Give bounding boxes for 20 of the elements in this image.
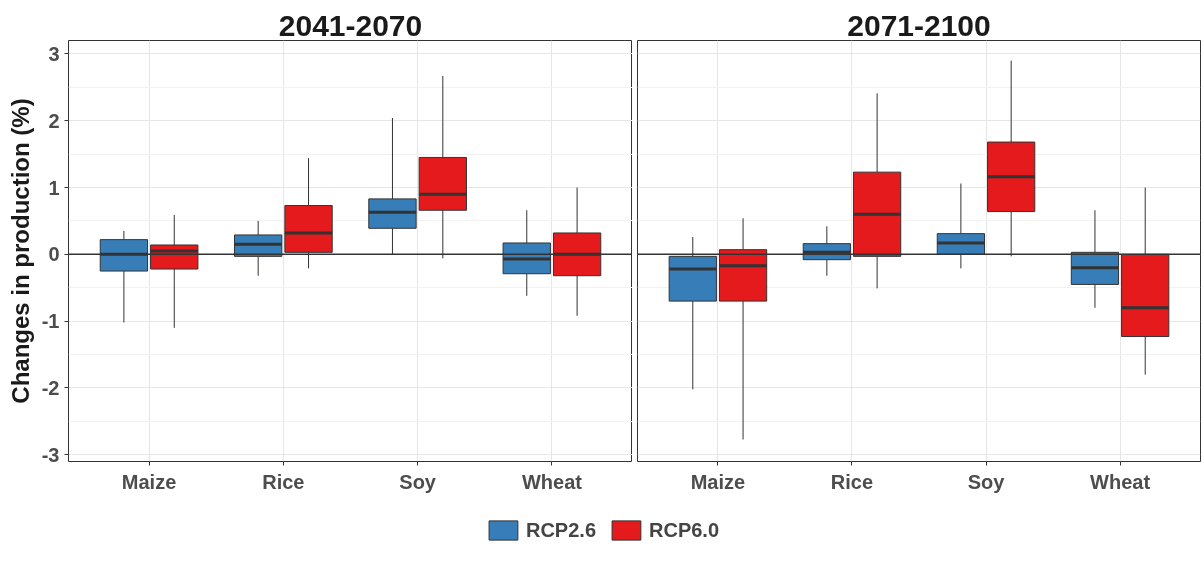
legend-label: RCP2.6 [525,518,596,542]
chart-title: 2071-2100 [847,8,991,42]
x-tick-label: Rice [830,470,874,493]
x-tick-label: Soy [967,470,1006,493]
chart-title: 2041-2070 [278,8,423,42]
x-tick-label: Maize [690,470,746,493]
y-tick-label: 2 [48,109,60,132]
y-tick-label: 1 [48,176,60,199]
y-tick-label: 3 [48,42,60,65]
x-tick-label: Soy [399,470,437,493]
x-tick-label: Wheat [1090,470,1151,493]
y-axis-title: Changes in production (%) [6,98,34,404]
y-tick-label: -1 [41,310,60,333]
y-tick-label: -3 [41,443,60,466]
x-tick-label: Maize [121,470,177,493]
y-tick-label: 0 [48,243,60,266]
y-tick-label: -2 [41,376,60,399]
x-tick-label: Rice [262,470,305,493]
x-tick-label: Wheat [521,470,583,493]
legend-label: RCP6.0 [649,518,720,542]
